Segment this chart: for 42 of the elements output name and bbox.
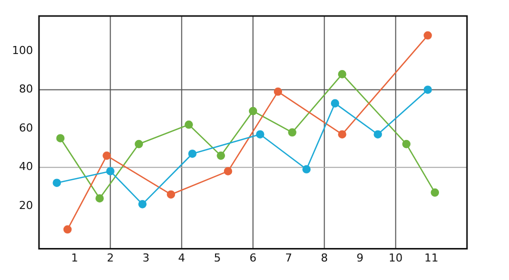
point [256, 130, 264, 138]
x-tick-label: 9 [356, 251, 364, 264]
point [63, 225, 72, 234]
x-tick-label: 6 [250, 251, 256, 264]
point [138, 200, 147, 208]
x-tick-label: 11 [424, 251, 438, 264]
x-tick-label: 1 [71, 251, 78, 264]
y-tick-label: 80 [18, 82, 33, 96]
point [338, 130, 346, 138]
y-tick-label: 20 [18, 198, 33, 212]
point [248, 106, 258, 116]
point [184, 120, 193, 129]
x-tick-label: 3 [142, 251, 150, 264]
x-tick-label: 4 [178, 251, 186, 264]
point [330, 99, 340, 108]
x-tick-label: 5 [214, 251, 221, 264]
point [95, 194, 104, 203]
y-tick-label: 40 [18, 160, 33, 174]
x-tick-label: 2 [106, 251, 114, 264]
point [106, 167, 114, 176]
point [424, 31, 432, 40]
point [374, 130, 382, 138]
point [224, 167, 232, 176]
x-tick-label: 8 [320, 251, 328, 264]
point [302, 165, 311, 174]
point [402, 140, 411, 148]
point [52, 178, 61, 187]
point [216, 152, 226, 160]
point [430, 188, 440, 197]
x-tick-label: 10 [388, 251, 403, 264]
x-tick-label: 7 [285, 251, 292, 264]
point [288, 128, 296, 137]
point [338, 70, 346, 78]
point [424, 86, 432, 94]
y-tick-label: 60 [18, 121, 33, 134]
y-tick-label: 100 [12, 44, 33, 57]
point [56, 134, 65, 142]
point [274, 88, 282, 96]
point [102, 152, 111, 160]
point [134, 140, 144, 148]
point [166, 190, 176, 199]
point [188, 150, 197, 158]
